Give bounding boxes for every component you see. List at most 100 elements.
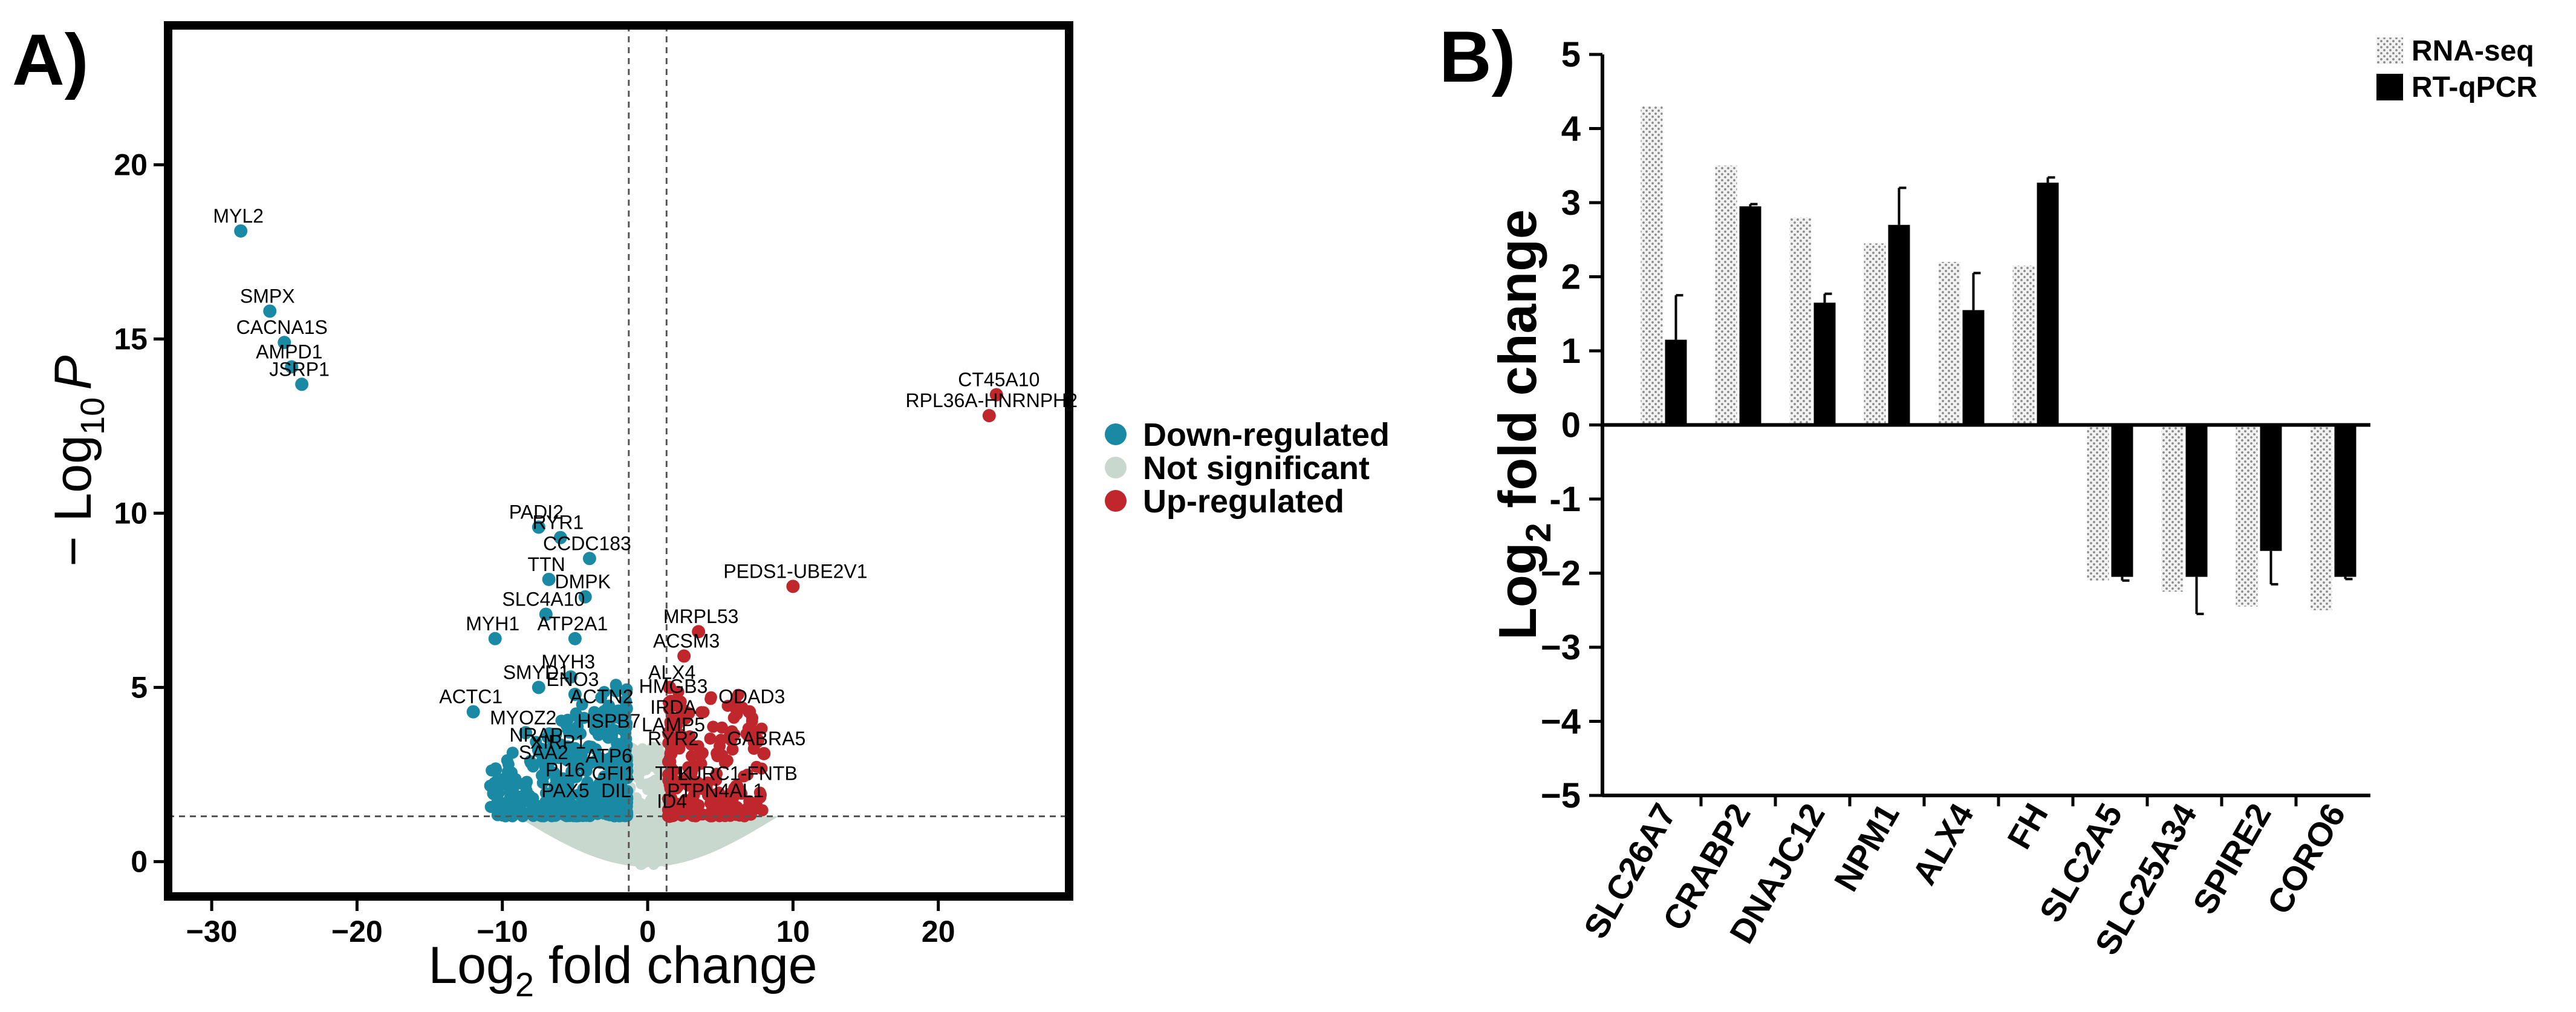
- bar-rnaseq-spire2: [2236, 425, 2258, 607]
- up-point: [695, 706, 708, 719]
- legend-rnaseq-label: RNA-seq: [2412, 35, 2534, 67]
- bar-series: [1641, 106, 2356, 615]
- bar-rnaseq-crabp2: [1715, 165, 1737, 425]
- gene-label: GFI1: [592, 762, 635, 784]
- gene-point-ct45a10: [989, 388, 1003, 402]
- ns-point: [633, 767, 645, 779]
- up-point: [756, 804, 769, 817]
- bar-rnaseq-fh: [2012, 266, 2035, 425]
- ns-point: [625, 840, 637, 852]
- up-point: [704, 732, 717, 745]
- down-point: [572, 756, 585, 768]
- up-point: [698, 783, 711, 795]
- up-point: [687, 809, 700, 821]
- volcano-x-tick-label: −30: [186, 915, 238, 948]
- up-point: [718, 756, 731, 769]
- gene-label: LAMP5: [642, 714, 705, 736]
- ns-point: [641, 778, 652, 789]
- gene-label: PADI2: [509, 501, 564, 523]
- bar-y-tick-label: 3: [1561, 183, 1581, 223]
- ns-point: [659, 855, 671, 867]
- labeled-points: [234, 224, 1003, 823]
- ns-point: [652, 765, 664, 776]
- ns-point: [648, 749, 660, 761]
- up-point: [715, 790, 727, 803]
- bar-y-tick-label: 2: [1561, 258, 1581, 297]
- gene-point-peds1-ube2v1: [786, 579, 800, 593]
- volcano-x-tick-label: 0: [639, 915, 656, 948]
- gene-label: CCDC183: [543, 532, 631, 554]
- gene-point-atp6: [604, 764, 618, 778]
- volcano-axes: −30 −20 −10 0 10 20 0 5 10 15 20: [114, 148, 955, 948]
- bar-category-label: ALX4: [1905, 797, 1981, 891]
- down-point: [573, 788, 585, 801]
- bar-rtqpcr-slc2a5: [2111, 425, 2133, 577]
- gene-label: TTN: [528, 553, 565, 575]
- down-point: [581, 776, 594, 789]
- up-point: [740, 728, 753, 740]
- up-point: [755, 762, 768, 775]
- ns-point: [634, 829, 646, 840]
- volcano-x-axis-title: Log2 fold change: [428, 936, 817, 1004]
- gene-point-mrpl53: [692, 625, 706, 639]
- gene-point-odad3: [743, 705, 756, 719]
- up-point: [689, 760, 701, 772]
- gene-label: CT45A10: [958, 369, 1039, 391]
- bar-y-tick-label: −3: [1541, 628, 1581, 667]
- bar-y-tick-label: 5: [1561, 35, 1581, 74]
- volcano-legend: Down-regulated Not significant Up-regula…: [1105, 417, 1390, 520]
- up-point: [747, 737, 760, 749]
- gene-point-atp2a1: [568, 632, 582, 645]
- up-point: [732, 688, 744, 701]
- ns-point: [645, 846, 656, 857]
- ns-point: [636, 859, 647, 870]
- gene-point-alx4: [663, 681, 677, 694]
- gene-label: TTK: [655, 762, 691, 784]
- down-point: [594, 783, 607, 795]
- volcano-x-tick-label: 20: [922, 915, 955, 948]
- down-point: [607, 711, 620, 724]
- down-point: [506, 746, 519, 759]
- gene-label: MRPL53: [663, 606, 739, 627]
- down-point: [537, 801, 550, 814]
- gene-point-ccdc183: [582, 552, 596, 566]
- legend-up-label: Up-regulated: [1143, 483, 1344, 520]
- gene-label: PI16: [545, 759, 585, 781]
- legend-down-marker: [1105, 423, 1127, 445]
- gene-point-actc1: [466, 705, 480, 719]
- legend-up-marker: [1105, 490, 1127, 512]
- down-point: [527, 809, 540, 822]
- bar-category-label: FH: [2000, 797, 2055, 855]
- down-point: [490, 763, 503, 776]
- down-point: [582, 740, 595, 752]
- legend-ns-marker: [1105, 457, 1127, 478]
- bar-y-axis-title: Log2 fold change: [1488, 209, 1558, 640]
- gene-label: MYOZ2: [490, 707, 556, 728]
- down-point: [576, 698, 588, 711]
- gene-label: ATP6: [585, 745, 633, 767]
- gene-label: MYL2: [213, 205, 264, 227]
- cutoff-lines: [168, 25, 1069, 896]
- gene-label: ATP2A1: [538, 613, 608, 635]
- up-point: [679, 773, 692, 786]
- bar-rtqpcr-coro6: [2334, 425, 2356, 577]
- down-point: [527, 792, 539, 805]
- gene-point-smpx: [263, 304, 277, 318]
- gene-label: LURC1-FNTB: [677, 762, 798, 784]
- down-point: [496, 804, 509, 817]
- volcano-frame: [164, 21, 1073, 901]
- bar-rnaseq-npm1: [1864, 243, 1886, 425]
- gene-label: IRDA: [650, 696, 697, 718]
- gene-label: SLC4A10: [502, 588, 585, 610]
- down-point: [561, 713, 574, 726]
- gene-point-dil: [612, 799, 625, 813]
- gene-point-dmpk: [578, 590, 592, 604]
- gene-point-pax5: [561, 799, 574, 813]
- bar-rnaseq-slc25a34: [2161, 425, 2184, 592]
- down-point: [554, 741, 567, 754]
- gene-point-gabra5: [757, 746, 771, 760]
- bar-rnaseq-dnajc12: [1789, 217, 1812, 425]
- gene-label: SMPX: [240, 285, 295, 307]
